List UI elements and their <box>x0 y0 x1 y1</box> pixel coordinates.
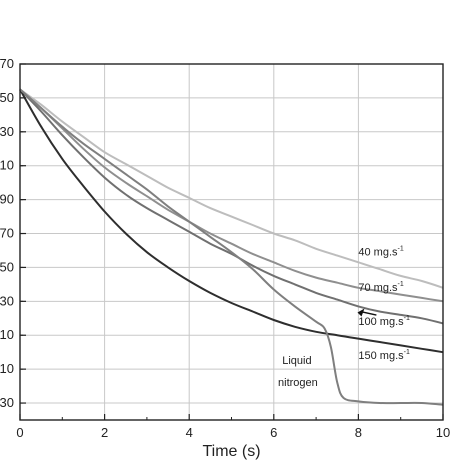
annotation-label: 70 mg.s-1 <box>358 281 403 294</box>
series-line-70-mg-s-1 <box>19 88 444 303</box>
y-tick-label: 10 <box>0 327 14 342</box>
annotation-label: 150 mg.s-1 <box>358 349 410 362</box>
plot-frame <box>19 63 444 421</box>
x-axis-title: Time (s) <box>202 443 260 460</box>
y-tick-label: -10 <box>0 361 14 376</box>
series-line-liquid-nitrogen <box>19 88 444 406</box>
y-tick-label: 90 <box>0 192 14 207</box>
x-tick-label: 8 <box>355 425 362 440</box>
annotation-label: 100 mg.s-1 <box>358 315 410 328</box>
x-tick-label: 10 <box>436 425 450 440</box>
series-line-100-mg-s-1 <box>19 88 444 325</box>
series-line-40-mg-s-1 <box>19 88 444 289</box>
y-tick-label: 70 <box>0 226 14 241</box>
y-tick-label: 130 <box>0 124 14 139</box>
series-group <box>19 88 444 406</box>
series-line-150-mg-s-1 <box>19 88 444 354</box>
x-tick-label: 6 <box>270 425 277 440</box>
x-tick-label: 2 <box>101 425 108 440</box>
annotation-group: 40 mg.s-1 70 mg.s-1 100 mg.s-1 150 mg.s-1 Li… <box>278 246 410 390</box>
annotation-label: nitrogen <box>278 377 318 389</box>
y-tick-label: 170 <box>0 56 14 71</box>
y-tick-label: 110 <box>0 158 14 173</box>
x-tick-label: 0 <box>16 425 23 440</box>
y-tick-label: -30 <box>0 395 14 410</box>
y-tick-label: 150 <box>0 90 14 105</box>
annotation-arrowhead <box>357 308 365 317</box>
annotation-label: 40 mg.s-1 <box>358 246 403 259</box>
y-tick-label: 50 <box>0 259 14 274</box>
grid-lines <box>20 63 443 420</box>
annotation-label: Liquid <box>282 355 311 367</box>
x-tick-label: 4 <box>186 425 193 440</box>
y-tick-label: 30 <box>0 293 14 308</box>
axis-ticks: 0 2 4 6 8 10 -30 -10 10 30 50 70 90 110 130 150 170 <box>0 56 450 440</box>
